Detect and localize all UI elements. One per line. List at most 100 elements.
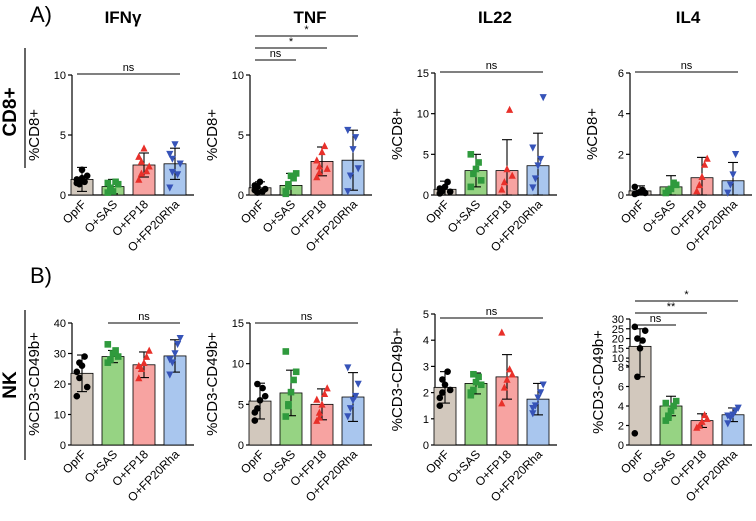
- data-point: [76, 359, 83, 366]
- data-point: [667, 407, 675, 415]
- data-point: [534, 162, 542, 170]
- y-axis-label: %CD8+: [389, 108, 406, 160]
- y-tick-label: 2: [618, 421, 624, 433]
- data-point: [470, 370, 477, 378]
- data-point: [114, 180, 122, 188]
- data-point: [703, 154, 711, 162]
- data-point: [282, 413, 290, 420]
- data-point: [251, 417, 259, 424]
- y-tick-label: 0: [60, 440, 66, 452]
- y-tick-label: 25: [612, 324, 624, 336]
- y-tick-label: 6: [618, 382, 624, 394]
- data-point: [729, 171, 737, 179]
- data-point: [498, 399, 506, 407]
- column-title-il4: IL4: [676, 8, 701, 27]
- data-point: [166, 150, 174, 158]
- data-point: [346, 405, 354, 413]
- y-tick-label: 10: [232, 70, 244, 82]
- data-point: [287, 388, 295, 396]
- significance-label: ns: [123, 62, 135, 74]
- data-point: [634, 373, 641, 381]
- data-point: [81, 178, 88, 186]
- data-point: [439, 376, 446, 383]
- data-point: [477, 177, 485, 184]
- data-point: [352, 134, 360, 142]
- panels-group: 0510%CD8+OprFO+SASO+FP18O+FP20Rhans0510%…: [26, 24, 752, 505]
- data-point: [135, 152, 143, 160]
- data-point: [703, 414, 711, 422]
- data-point: [724, 412, 732, 420]
- data-point: [313, 156, 321, 164]
- data-point: [726, 181, 734, 189]
- data-point: [78, 166, 86, 174]
- data-point: [251, 409, 259, 416]
- data-point: [261, 185, 269, 193]
- data-point: [636, 345, 644, 352]
- data-point: [81, 353, 88, 360]
- y-tick-label: 0: [618, 190, 624, 202]
- data-point: [135, 374, 143, 382]
- data-point: [354, 165, 362, 173]
- chart-panel-7: 012345%CD3-CD49b+OprFO+SASO+FP18O+FP20Rh…: [389, 306, 557, 505]
- data-point: [315, 162, 323, 170]
- data-point: [346, 172, 354, 180]
- data-point: [168, 168, 176, 176]
- data-point: [534, 394, 542, 402]
- y-tick-label: 1: [423, 414, 429, 426]
- data-point: [444, 178, 451, 186]
- y-tick-label: 40: [54, 318, 66, 330]
- y-tick-label: 15: [232, 318, 244, 330]
- y-tick-label: 2: [618, 149, 624, 161]
- data-point: [176, 160, 184, 168]
- y-tick-label: 30: [612, 314, 624, 326]
- data-point: [344, 364, 352, 372]
- significance-label: *: [684, 289, 689, 301]
- data-point: [174, 341, 182, 349]
- data-point: [446, 386, 454, 394]
- data-point: [531, 175, 539, 183]
- data-point: [145, 346, 153, 354]
- data-point: [145, 162, 153, 170]
- data-point: [349, 396, 357, 405]
- data-point: [698, 417, 706, 425]
- data-point: [506, 105, 514, 113]
- data-point: [282, 348, 290, 355]
- data-point: [261, 392, 269, 400]
- data-point: [500, 178, 508, 186]
- data-point: [670, 402, 677, 410]
- data-point: [292, 170, 300, 177]
- data-point: [344, 413, 352, 421]
- y-axis-label: %CD3-CD49b+: [204, 332, 221, 436]
- data-point: [539, 381, 547, 389]
- data-point: [672, 181, 680, 189]
- data-point: [140, 144, 148, 152]
- y-axis-label: %CD3-CD49b+: [26, 332, 43, 436]
- data-point: [259, 384, 266, 392]
- data-point: [83, 172, 91, 180]
- y-tick-label: 5: [60, 130, 66, 142]
- data-point: [166, 371, 174, 379]
- data-point: [254, 380, 261, 388]
- y-tick-label: 10: [417, 109, 429, 121]
- y-tick-label: 10: [54, 410, 66, 422]
- data-point: [251, 182, 259, 189]
- data-point: [256, 178, 264, 186]
- data-point: [472, 165, 480, 173]
- data-point: [352, 392, 360, 400]
- data-point: [732, 151, 740, 159]
- data-point: [135, 175, 143, 183]
- significance-label: ns: [650, 313, 662, 325]
- data-point: [166, 356, 174, 364]
- data-point: [631, 183, 639, 191]
- row-label-cd8: CD8+: [0, 87, 21, 136]
- data-point: [285, 183, 292, 190]
- y-tick-label: 5: [238, 399, 244, 411]
- data-point: [104, 341, 112, 348]
- y-tick-label: 15: [612, 343, 624, 355]
- data-point: [318, 400, 326, 408]
- y-tick-label: 0: [238, 190, 244, 202]
- data-point: [667, 185, 675, 193]
- data-point: [137, 157, 145, 165]
